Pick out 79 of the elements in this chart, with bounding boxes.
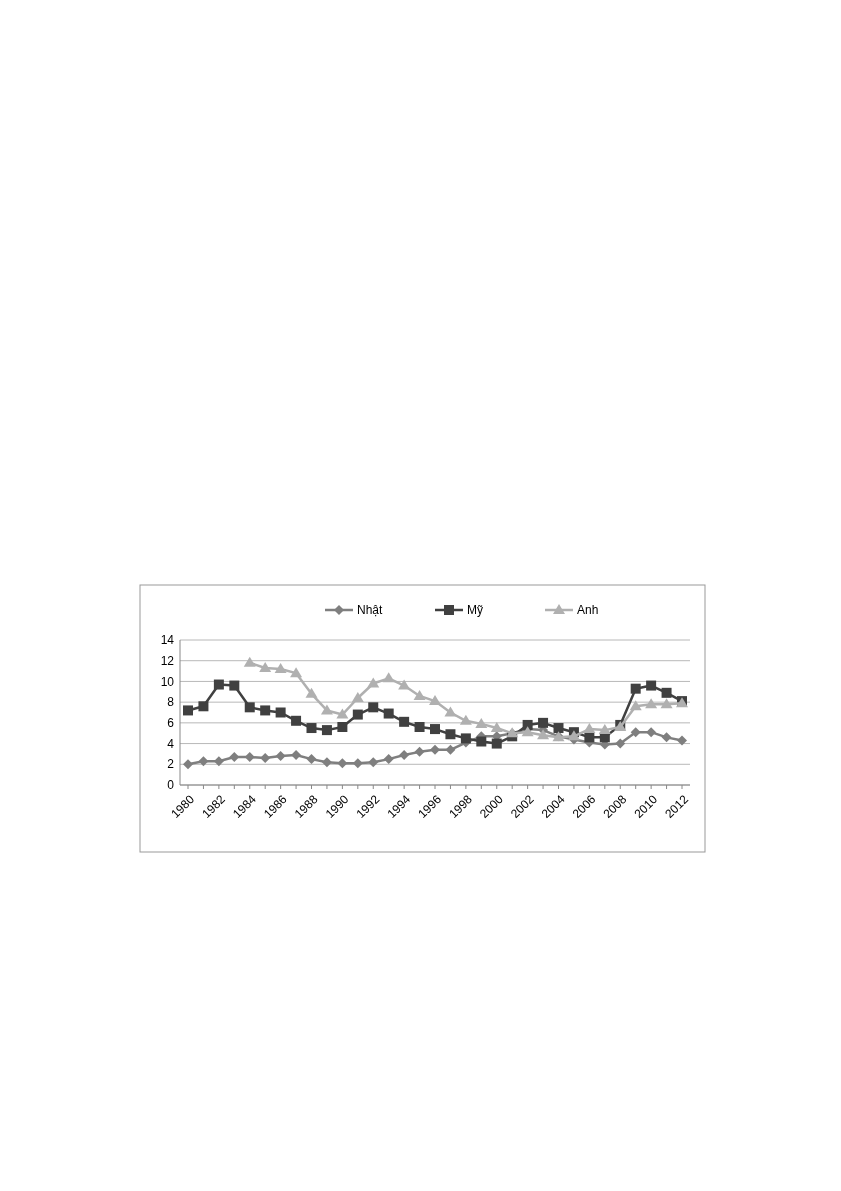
point [459, 714, 472, 725]
legend-label: Nhật [357, 603, 384, 618]
point [351, 692, 364, 702]
y-tick-label: 0 [167, 778, 175, 793]
point [413, 689, 426, 700]
y-tick-label: 10 [160, 674, 175, 689]
point [368, 757, 379, 768]
point [553, 723, 564, 734]
point [352, 709, 363, 720]
point [291, 749, 302, 760]
point [537, 729, 550, 740]
point [260, 753, 271, 764]
point [291, 715, 302, 726]
point [183, 705, 193, 716]
point [646, 727, 657, 738]
point [243, 656, 256, 667]
point [198, 756, 209, 767]
point [275, 707, 286, 718]
point [383, 754, 394, 765]
point [305, 687, 318, 698]
point [321, 757, 332, 768]
point [475, 717, 488, 728]
point [538, 717, 549, 728]
point [645, 698, 658, 709]
point [661, 732, 672, 743]
point [382, 672, 395, 683]
point [367, 677, 380, 688]
point [290, 667, 303, 678]
point [646, 680, 657, 691]
point [615, 738, 626, 749]
point [630, 683, 641, 694]
point [490, 722, 503, 733]
legend-label: Mỹ [467, 603, 483, 618]
point [337, 722, 348, 732]
point [414, 746, 425, 757]
point [336, 708, 349, 719]
point [661, 687, 672, 698]
y-tick-label: 12 [160, 653, 175, 668]
y-tick-label: 6 [167, 716, 175, 731]
point [259, 661, 272, 672]
point [584, 732, 595, 743]
point [399, 716, 410, 727]
point [198, 701, 209, 712]
point [306, 723, 317, 734]
point [306, 754, 317, 765]
point [522, 719, 533, 730]
point [445, 729, 456, 740]
point [260, 705, 271, 716]
point [321, 725, 332, 736]
point [399, 749, 410, 760]
point [430, 744, 440, 755]
y-tick-label: 8 [167, 695, 175, 710]
point [460, 733, 471, 744]
point [629, 700, 642, 711]
point [414, 722, 425, 732]
point [476, 736, 487, 747]
point [275, 751, 286, 761]
point [430, 724, 440, 735]
point [183, 759, 193, 770]
point [229, 680, 240, 691]
point [383, 708, 394, 719]
point [429, 695, 441, 706]
y-tick-label: 4 [167, 736, 175, 751]
point [320, 704, 333, 715]
point [598, 724, 611, 735]
point [244, 702, 255, 713]
point [677, 735, 687, 746]
point [368, 702, 379, 713]
legend-label: Anh [577, 603, 599, 618]
y-tick-label: 2 [167, 757, 175, 772]
point [274, 663, 287, 673]
point [445, 744, 456, 755]
point [491, 738, 502, 749]
y-tick-label: 14 [160, 633, 175, 648]
point [213, 679, 224, 690]
point [337, 758, 348, 769]
point [444, 706, 457, 717]
point [630, 727, 641, 738]
point [660, 698, 673, 709]
